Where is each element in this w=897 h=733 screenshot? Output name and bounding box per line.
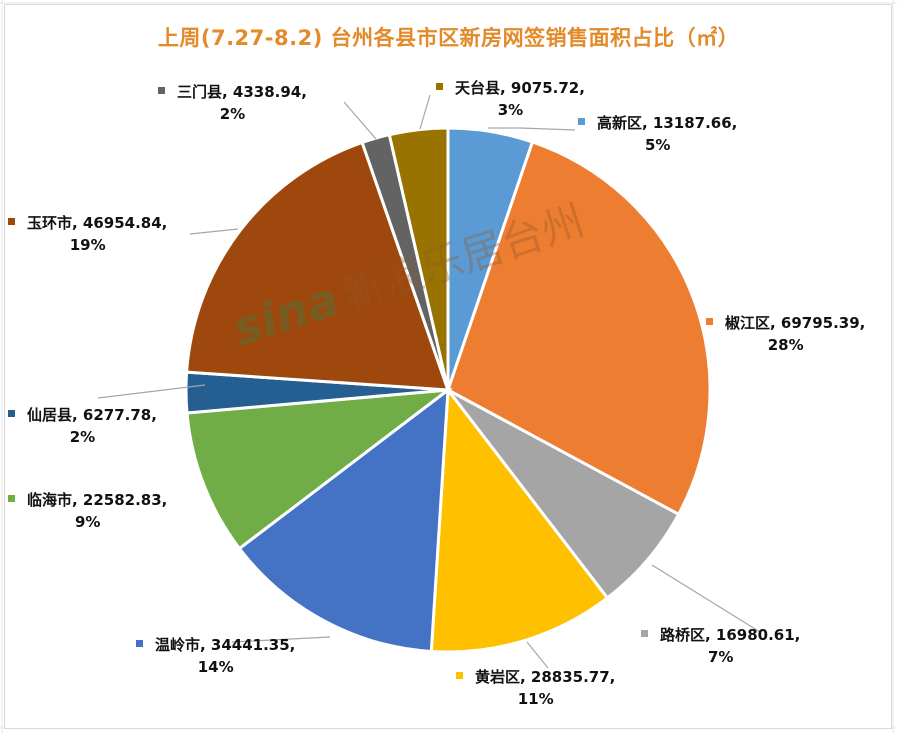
chart-title: 上周(7.27-8.2) 台州各县市区新房网签销售面积占比（㎡） <box>157 26 740 50</box>
leader-line <box>526 641 549 669</box>
label-percent: 19% <box>69 236 106 254</box>
legend-swatch-icon <box>436 83 443 90</box>
data-label-huangyan: 黄岩区, 28835.77, 11% <box>456 666 615 710</box>
data-label-tiantai: 天台县, 9075.72, 3% <box>436 77 585 121</box>
legend-swatch-icon <box>706 318 713 325</box>
legend-swatch-icon <box>456 672 463 679</box>
data-label-sanmen: 三门县, 4338.94, 2% <box>158 81 307 125</box>
label-percent: 2% <box>69 428 96 446</box>
label-percent: 3% <box>497 101 524 119</box>
legend-swatch-icon <box>8 218 15 225</box>
label-percent: 9% <box>74 513 101 531</box>
label-text: 黄岩区, 28835.77, <box>475 668 616 686</box>
label-text: 天台县, 9075.72, <box>455 79 585 97</box>
legend-swatch-icon <box>578 118 585 125</box>
leader-line <box>488 127 576 131</box>
leader-line <box>651 564 761 633</box>
pie-slice-温岭市 <box>237 386 450 654</box>
pie-slice-天台县 <box>387 126 450 391</box>
label-percent: 5% <box>644 136 671 154</box>
label-text: 椒江区, 69795.39, <box>725 314 866 332</box>
label-text: 温岭市, 34441.35, <box>155 636 296 654</box>
label-text: 临海市, 22582.83, <box>27 491 168 509</box>
data-label-jiaojiang: 椒江区, 69795.39, 28% <box>706 312 865 356</box>
label-text: 三门县, 4338.94, <box>177 83 307 101</box>
legend-swatch-icon <box>8 410 15 417</box>
label-text: 仙居县, 6277.78, <box>27 406 157 424</box>
label-percent: 7% <box>707 648 734 666</box>
pie-slice-椒江区 <box>446 140 712 517</box>
leader-line <box>419 94 431 130</box>
legend-swatch-icon <box>641 630 648 637</box>
label-text: 路桥区, 16980.61, <box>660 626 801 644</box>
label-percent: 14% <box>197 658 234 676</box>
legend-swatch-icon <box>158 87 165 94</box>
data-label-xianju: 仙居县, 6277.78, 2% <box>8 404 157 448</box>
label-percent: 28% <box>767 336 804 354</box>
leader-line <box>189 228 239 235</box>
data-label-wenling: 温岭市, 34441.35, 14% <box>136 634 295 678</box>
label-percent: 2% <box>219 105 246 123</box>
data-label-gaoxin: 高新区, 13187.66, 5% <box>578 112 737 156</box>
label-percent: 11% <box>517 690 554 708</box>
label-text: 玉环市, 46954.84, <box>27 214 168 232</box>
legend-swatch-icon <box>136 640 143 647</box>
label-text: 高新区, 13187.66, <box>597 114 738 132</box>
pie-slice-临海市 <box>185 388 454 551</box>
data-label-yuhuan: 玉环市, 46954.84, 19% <box>8 212 167 256</box>
data-label-linhai: 临海市, 22582.83, 9% <box>8 489 167 533</box>
pie-slice-路桥区 <box>446 388 681 601</box>
leader-line <box>231 636 331 643</box>
data-label-luqiao: 路桥区, 16980.61, 7% <box>641 624 800 668</box>
legend-swatch-icon <box>8 495 15 502</box>
leader-line <box>97 384 206 399</box>
pie-slice-黄岩区 <box>429 385 610 654</box>
leader-line <box>343 101 377 140</box>
